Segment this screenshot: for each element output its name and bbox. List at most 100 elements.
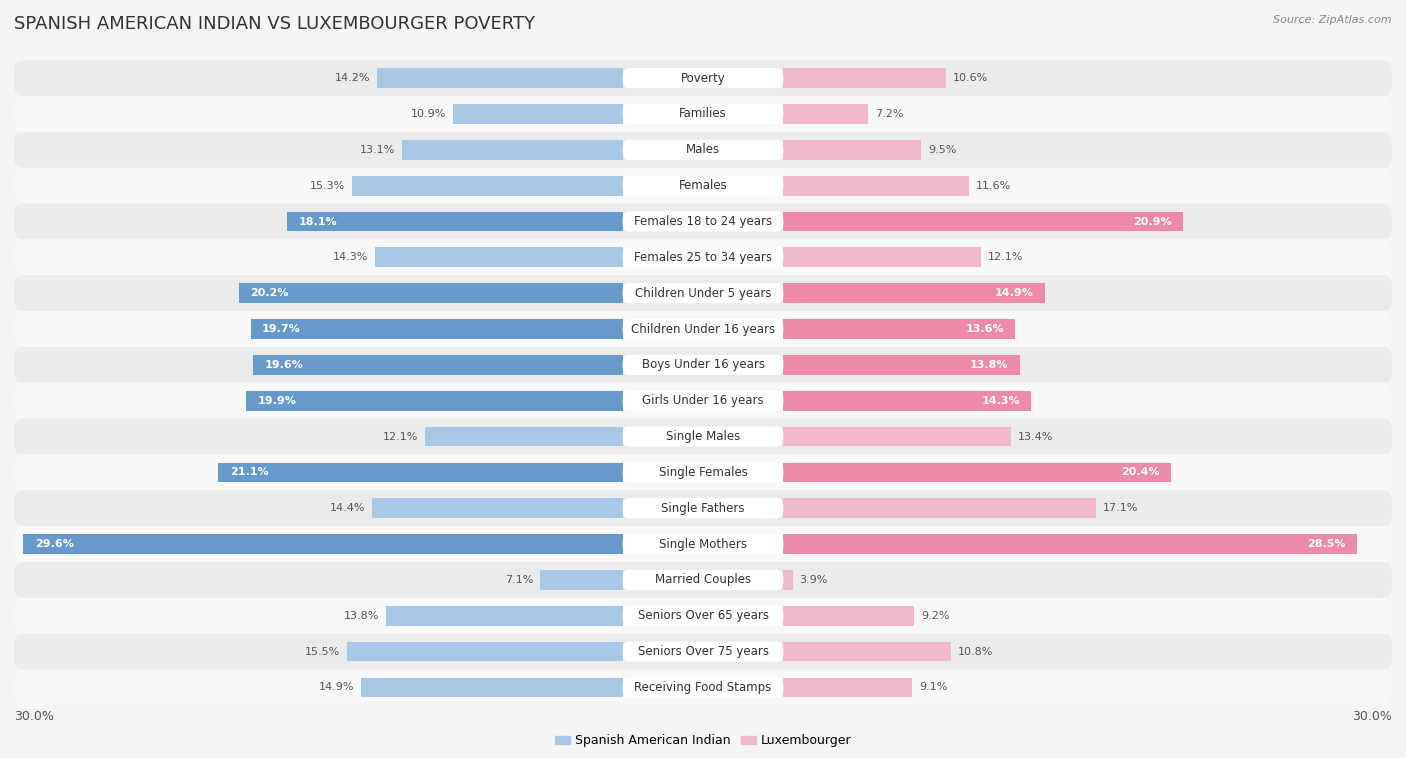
Bar: [783, 498, 1095, 518]
Text: 14.9%: 14.9%: [318, 682, 354, 692]
FancyBboxPatch shape: [623, 390, 783, 411]
Text: Single Males: Single Males: [666, 430, 740, 443]
Text: 29.6%: 29.6%: [35, 539, 73, 549]
Text: Males: Males: [686, 143, 720, 156]
Text: 9.5%: 9.5%: [928, 145, 956, 155]
Bar: [783, 283, 1045, 303]
FancyBboxPatch shape: [14, 490, 1392, 526]
Bar: [425, 427, 623, 446]
FancyBboxPatch shape: [623, 462, 783, 482]
Text: Boys Under 16 years: Boys Under 16 years: [641, 359, 765, 371]
Text: Females 25 to 34 years: Females 25 to 34 years: [634, 251, 772, 264]
Legend: Spanish American Indian, Luxembourger: Spanish American Indian, Luxembourger: [550, 729, 856, 753]
FancyBboxPatch shape: [623, 355, 783, 375]
Text: 20.2%: 20.2%: [250, 288, 290, 298]
Text: Single Females: Single Females: [658, 466, 748, 479]
Bar: [239, 283, 623, 303]
Bar: [453, 104, 623, 124]
Bar: [373, 498, 623, 518]
FancyBboxPatch shape: [14, 526, 1392, 562]
Text: Seniors Over 65 years: Seniors Over 65 years: [637, 609, 769, 622]
Bar: [540, 570, 623, 590]
FancyBboxPatch shape: [623, 427, 783, 446]
FancyBboxPatch shape: [14, 634, 1392, 669]
Text: Single Fathers: Single Fathers: [661, 502, 745, 515]
FancyBboxPatch shape: [623, 319, 783, 339]
Text: 7.1%: 7.1%: [505, 575, 533, 585]
Text: Source: ZipAtlas.com: Source: ZipAtlas.com: [1274, 15, 1392, 25]
Text: 30.0%: 30.0%: [14, 709, 53, 722]
Text: 9.2%: 9.2%: [921, 611, 949, 621]
Text: 28.5%: 28.5%: [1308, 539, 1346, 549]
Text: 12.1%: 12.1%: [988, 252, 1024, 262]
Text: 13.6%: 13.6%: [965, 324, 1004, 334]
Text: 14.2%: 14.2%: [335, 74, 370, 83]
Text: Children Under 16 years: Children Under 16 years: [631, 323, 775, 336]
FancyBboxPatch shape: [14, 383, 1392, 418]
Text: 9.1%: 9.1%: [920, 682, 948, 692]
Bar: [218, 462, 623, 482]
FancyBboxPatch shape: [14, 275, 1392, 311]
Text: 19.9%: 19.9%: [257, 396, 297, 406]
Text: Girls Under 16 years: Girls Under 16 years: [643, 394, 763, 407]
Text: Poverty: Poverty: [681, 72, 725, 85]
Text: 20.9%: 20.9%: [1133, 217, 1171, 227]
Bar: [783, 319, 1015, 339]
Bar: [402, 140, 623, 160]
FancyBboxPatch shape: [623, 606, 783, 626]
Bar: [347, 642, 623, 662]
Bar: [361, 678, 623, 697]
FancyBboxPatch shape: [623, 104, 783, 124]
Bar: [783, 68, 946, 88]
Bar: [352, 176, 623, 196]
FancyBboxPatch shape: [623, 641, 783, 662]
FancyBboxPatch shape: [14, 132, 1392, 168]
FancyBboxPatch shape: [14, 204, 1392, 240]
Text: 10.9%: 10.9%: [411, 109, 446, 119]
Text: 13.8%: 13.8%: [970, 360, 1008, 370]
Text: Seniors Over 75 years: Seniors Over 75 years: [637, 645, 769, 658]
FancyBboxPatch shape: [14, 311, 1392, 347]
FancyBboxPatch shape: [623, 534, 783, 554]
FancyBboxPatch shape: [623, 498, 783, 518]
Text: Married Couples: Married Couples: [655, 573, 751, 587]
Text: Families: Families: [679, 108, 727, 121]
Bar: [387, 606, 623, 625]
FancyBboxPatch shape: [14, 562, 1392, 598]
Bar: [253, 355, 623, 374]
Bar: [783, 570, 793, 590]
FancyBboxPatch shape: [623, 678, 783, 697]
Bar: [783, 462, 1171, 482]
Bar: [783, 248, 981, 268]
Bar: [783, 427, 1011, 446]
FancyBboxPatch shape: [623, 283, 783, 303]
Bar: [783, 176, 969, 196]
FancyBboxPatch shape: [14, 60, 1392, 96]
Bar: [250, 319, 623, 339]
FancyBboxPatch shape: [623, 139, 783, 160]
FancyBboxPatch shape: [14, 455, 1392, 490]
Text: 10.8%: 10.8%: [957, 647, 993, 656]
Text: SPANISH AMERICAN INDIAN VS LUXEMBOURGER POVERTY: SPANISH AMERICAN INDIAN VS LUXEMBOURGER …: [14, 15, 536, 33]
Text: 15.5%: 15.5%: [305, 647, 340, 656]
FancyBboxPatch shape: [14, 168, 1392, 204]
Text: Receiving Food Stamps: Receiving Food Stamps: [634, 681, 772, 694]
Text: 13.4%: 13.4%: [1018, 431, 1053, 442]
Text: 13.1%: 13.1%: [360, 145, 395, 155]
Bar: [783, 534, 1358, 554]
Text: Children Under 5 years: Children Under 5 years: [634, 287, 772, 299]
Text: 15.3%: 15.3%: [309, 180, 344, 191]
FancyBboxPatch shape: [623, 211, 783, 231]
Text: Females 18 to 24 years: Females 18 to 24 years: [634, 215, 772, 228]
Text: 12.1%: 12.1%: [382, 431, 418, 442]
FancyBboxPatch shape: [623, 570, 783, 590]
Text: 30.0%: 30.0%: [1353, 709, 1392, 722]
Bar: [783, 391, 1032, 411]
Text: 14.9%: 14.9%: [995, 288, 1033, 298]
Text: 19.6%: 19.6%: [264, 360, 304, 370]
FancyBboxPatch shape: [623, 176, 783, 196]
FancyBboxPatch shape: [14, 669, 1392, 706]
Text: 7.2%: 7.2%: [875, 109, 904, 119]
Text: 19.7%: 19.7%: [262, 324, 301, 334]
FancyBboxPatch shape: [14, 96, 1392, 132]
